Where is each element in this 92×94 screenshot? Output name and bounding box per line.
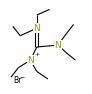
- Text: N: N: [55, 41, 61, 50]
- Text: N: N: [33, 24, 40, 33]
- Text: +: +: [34, 52, 39, 57]
- Text: N: N: [27, 56, 34, 65]
- Text: Br: Br: [13, 76, 21, 85]
- Text: −: −: [19, 75, 25, 80]
